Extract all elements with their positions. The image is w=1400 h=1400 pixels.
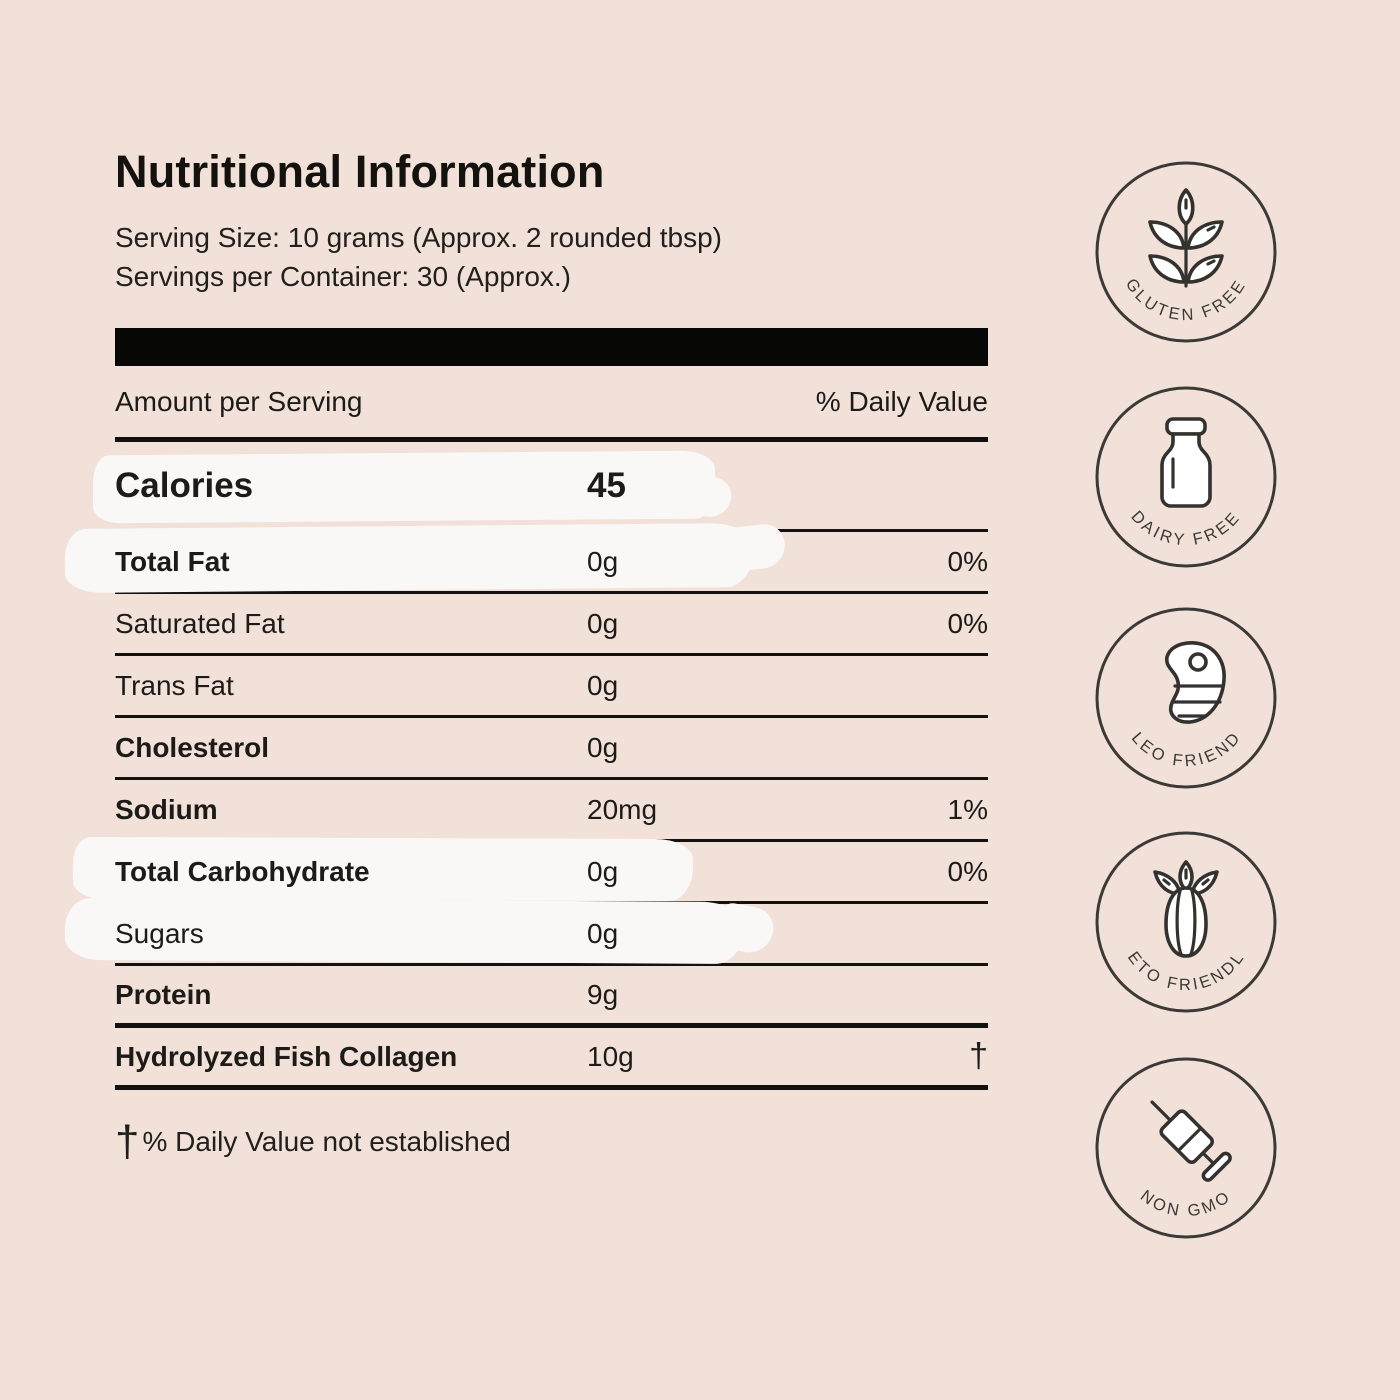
badge-non-gmo: NON GMO [1094,1056,1278,1240]
badge-ring [1095,607,1277,789]
table-row-trans-fat: Trans Fat 0g [115,656,988,718]
table-row-total-carbohydrate: Total Carbohydrate 0g 0% [72,836,988,904]
row-value: 0g [587,545,619,577]
row-label: Saturated Fat [115,607,285,639]
svg-text:NON GMO: NON GMO [1137,1187,1235,1221]
badge-label: NON GMO [1137,1187,1232,1221]
row-label: Hydrolyzed Fish Collagen [115,1040,458,1072]
wheat-icon [1148,188,1224,288]
table-row-saturated-fat: Saturated Fat 0g 0% [115,594,988,656]
row-label: Sugars [115,917,204,949]
row-label: Protein [115,978,212,1010]
row-label: Total Carbohydrate [115,855,370,887]
divider-bar [115,328,988,366]
badge-ring [1095,161,1277,343]
table-row-cholesterol: Cholesterol 0g [115,718,988,780]
badge-keto-friendly: KETO FRIENDLY [1094,830,1278,1014]
servings-per-container-text: Servings per Container: 30 (Approx.) [115,261,571,292]
page-title: Nutritional Information [115,146,605,197]
row-value: 0g [587,607,619,639]
row-label: Sodium [115,793,218,825]
row-value: 0g [587,917,619,949]
row-label: Calories [115,465,254,505]
row-value: 0g [587,855,619,887]
row-value: 20mg [587,793,658,825]
table-row-sugars: Sugars 0g [64,897,988,966]
svg-text:DAIRY FREE: DAIRY FREE [1127,508,1244,550]
column-header-amount: Amount per Serving [115,385,363,417]
serving-size-text: Serving Size: 10 grams (Approx. 2 rounde… [115,222,722,253]
badge-ring [1095,386,1277,568]
table-row-protein: Protein 9g [115,966,988,1028]
steak-icon [1165,641,1226,724]
table-header: Amount per Serving % Daily Value [115,366,988,442]
seed-pod-icon [1153,860,1219,958]
syringe-icon [1150,1100,1232,1182]
row-daily-value: 0% [947,855,988,887]
badge-label: DAIRY FREE [1127,508,1241,550]
row-value: 0g [587,669,619,701]
row-daily-value: 0% [947,545,988,577]
badge-paleo-friendly: PALEO FRIENDLY [1094,606,1278,790]
row-daily-value: † [969,1037,988,1075]
row-value: 10g [587,1040,634,1072]
table-row-calories: Calories 45 [92,442,988,532]
serving-info: Serving Size: 10 grams (Approx. 2 rounde… [115,218,988,296]
column-header-daily-value: % Daily Value [815,385,988,417]
dagger-symbol: † [115,1117,140,1166]
row-value: 45 [587,465,626,505]
badge-gluten-free: GLUTEN FREE [1094,160,1278,344]
badge-ring [1095,1057,1277,1239]
row-daily-value: 0% [947,607,988,639]
row-daily-value: 1% [947,793,988,825]
nutrition-label: Nutritional Information Serving Size: 10… [64,146,988,1164]
row-label: Trans Fat [115,669,234,701]
table-row-total-fat: Total Fat 0g 0% [64,522,988,594]
row-value: 0g [587,731,619,763]
row-label: Cholesterol [115,731,270,763]
table-row-hydrolyzed-fish-collagen: Hydrolyzed Fish Collagen 10g † [115,1028,988,1090]
badge-dairy-free: DAIRY FREE [1094,385,1278,569]
milk-bottle-icon [1160,417,1212,508]
footnote: † % Daily Value not established [115,1120,988,1164]
badge-ring [1095,831,1277,1013]
table-row-sodium: Sodium 20mg 1% [115,780,988,842]
footnote-text: % Daily Value not established [142,1126,511,1157]
row-label: Total Fat [115,545,230,577]
row-value: 9g [587,978,619,1010]
